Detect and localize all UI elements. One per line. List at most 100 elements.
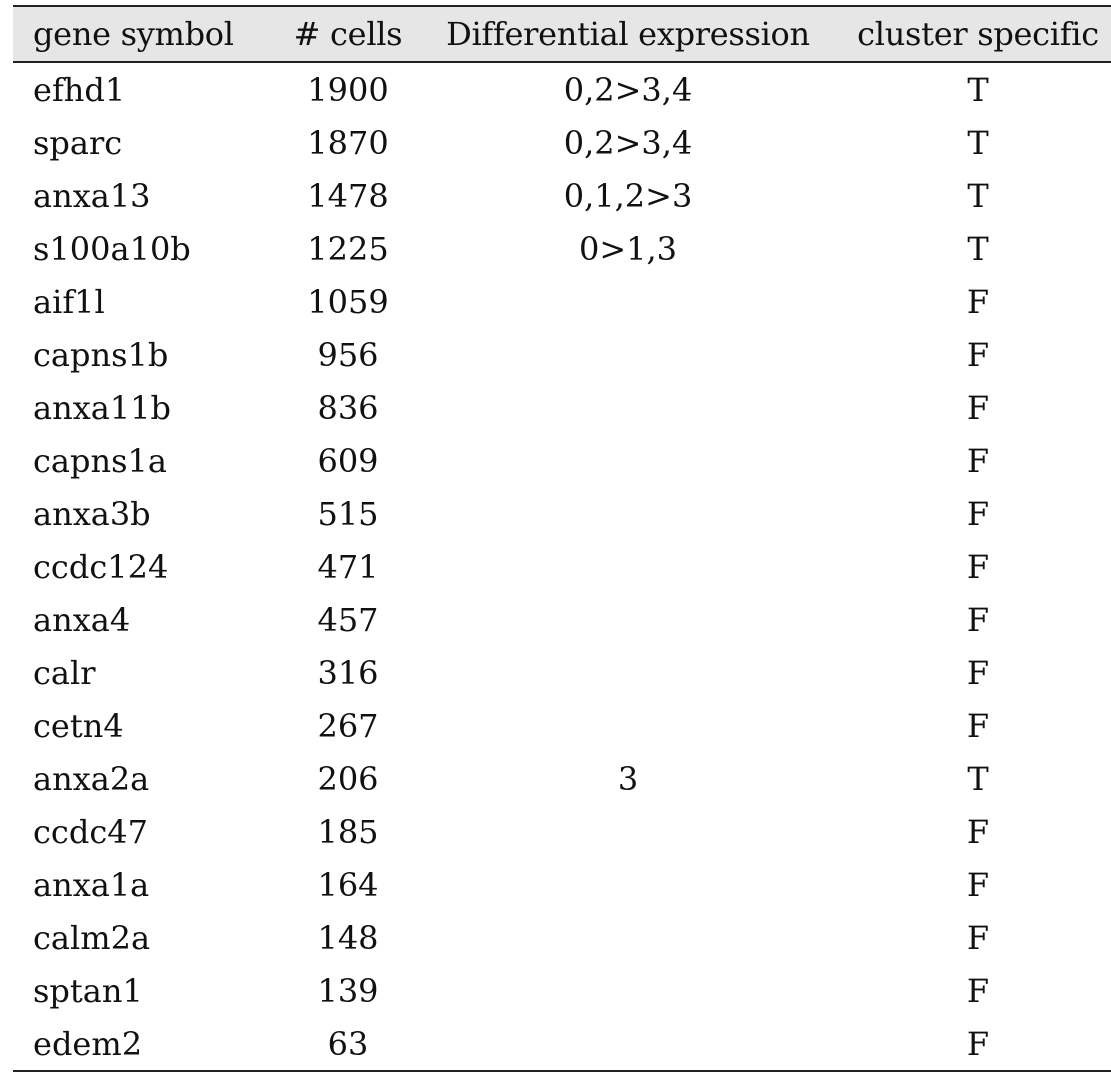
- table-row: anxa3b 515 F: [13, 487, 1111, 540]
- cell-differential-expression: 0>1,3: [578, 229, 678, 268]
- cell-cell-count: 206: [317, 759, 379, 798]
- cell-differential-expression: [418, 540, 838, 593]
- cell-gene-symbol: anxa13: [33, 176, 151, 215]
- cell-cluster-specific: T: [967, 70, 989, 109]
- cell-gene-symbol: sparc: [33, 123, 123, 162]
- cell-cell-count: 1870: [307, 123, 389, 162]
- table-row: anxa13 1478 0,1,2>3 T: [13, 169, 1111, 222]
- cell-gene-symbol: edem2: [13, 1017, 278, 1072]
- cell-differential-expression: [418, 275, 838, 328]
- cell-cluster-specific: F: [966, 653, 990, 692]
- cell-cluster-specific: F: [966, 865, 990, 904]
- cell-cell-count: 515: [317, 494, 379, 533]
- cell-differential-expression: [418, 328, 838, 381]
- cell-gene-symbol: anxa11b: [33, 388, 172, 427]
- cell-differential-expression: [418, 699, 838, 752]
- cell-cluster-specific: T: [967, 123, 989, 162]
- cell-differential-expression: 0,1,2>3: [563, 176, 693, 215]
- table-row: calm2a 148 F: [13, 911, 1111, 964]
- cell-gene-symbol: anxa4: [33, 600, 131, 639]
- cell-cell-count: 185: [317, 812, 379, 851]
- gene-table-container: gene symbol # cells Differential express…: [13, 5, 1111, 1072]
- cell-differential-expression: [418, 487, 838, 540]
- cell-cluster-specific: F: [966, 335, 990, 374]
- cell-cluster-specific: T: [967, 229, 989, 268]
- cell-differential-expression: 3: [617, 759, 639, 798]
- cell-cluster-specific: F: [966, 494, 990, 533]
- cell-differential-expression: [418, 381, 838, 434]
- cell-cluster-specific: F: [966, 547, 990, 586]
- cell-cell-count: 164: [317, 865, 379, 904]
- cell-gene-symbol: calm2a: [33, 918, 151, 957]
- table-row: efhd1 1900 0,2>3,4 T: [13, 62, 1111, 116]
- table-row: ccdc47 185 F: [13, 805, 1111, 858]
- cell-cell-count: 148: [317, 918, 379, 957]
- cell-gene-symbol: anxa3b: [33, 494, 151, 533]
- cell-differential-expression: [418, 911, 838, 964]
- table-row: anxa11b 836 F: [13, 381, 1111, 434]
- cell-cluster-specific: F: [966, 918, 990, 957]
- cell-gene-symbol: calr: [33, 653, 96, 692]
- cell-gene-symbol: capns1a: [33, 441, 167, 480]
- cell-gene-symbol: ccdc47: [33, 812, 148, 851]
- table-row: calr 316 F: [13, 646, 1111, 699]
- cell-gene-symbol: anxa2a: [33, 759, 150, 798]
- cell-cell-count: 63: [278, 1017, 418, 1072]
- cell-cluster-specific: F: [966, 706, 990, 745]
- cell-differential-expression: 0,2>3,4: [563, 123, 693, 162]
- table-header: gene symbol # cells Differential express…: [13, 5, 1111, 63]
- cell-gene-symbol: aif1l: [33, 282, 105, 321]
- cell-cluster-specific: F: [838, 1017, 1111, 1072]
- cell-gene-symbol: ccdc124: [33, 547, 169, 586]
- cell-cell-count: 1900: [307, 70, 389, 109]
- cell-cell-count: 1059: [307, 282, 389, 321]
- cell-cluster-specific: T: [967, 176, 989, 215]
- cell-cluster-specific: F: [966, 282, 990, 321]
- cell-differential-expression: [418, 646, 838, 699]
- table-row: edem2 63 F: [13, 1017, 1111, 1072]
- cell-cell-count: 609: [317, 441, 379, 480]
- cell-differential-expression: [418, 1017, 838, 1072]
- table-row: ccdc124 471 F: [13, 540, 1111, 593]
- cell-cluster-specific: F: [966, 971, 990, 1010]
- cell-gene-symbol: anxa1a: [33, 865, 150, 904]
- header-gene-symbol: gene symbol: [13, 5, 278, 63]
- table-row: capns1b 956 F: [13, 328, 1111, 381]
- cell-cluster-specific: F: [966, 441, 990, 480]
- cell-cluster-specific: F: [966, 600, 990, 639]
- cell-differential-expression: 0,2>3,4: [563, 70, 693, 109]
- gene-table: gene symbol # cells Differential express…: [13, 5, 1111, 1072]
- cell-cell-count: 1478: [307, 176, 389, 215]
- cell-cell-count: 267: [317, 706, 379, 745]
- table-row: aif1l 1059 F: [13, 275, 1111, 328]
- table-row: anxa2a 206 3 T: [13, 752, 1111, 805]
- cell-gene-symbol: capns1b: [33, 335, 169, 374]
- header-row: gene symbol # cells Differential express…: [13, 5, 1111, 63]
- header-cluster-specific: cluster specific: [838, 5, 1111, 63]
- cell-gene-symbol: sptan1: [33, 971, 143, 1010]
- table-row: sptan1 139 F: [13, 964, 1111, 1017]
- cell-differential-expression: [418, 805, 838, 858]
- table-row: anxa1a 164 F: [13, 858, 1111, 911]
- cell-cell-count: 471: [317, 547, 379, 586]
- cell-differential-expression: [418, 434, 838, 487]
- cell-cell-count: 836: [317, 388, 379, 427]
- table-row: cetn4 267 F: [13, 699, 1111, 752]
- cell-differential-expression: [418, 964, 838, 1017]
- cell-gene-symbol: efhd1: [33, 70, 126, 109]
- cell-differential-expression: [418, 858, 838, 911]
- cell-cell-count: 956: [317, 335, 379, 374]
- header-cell-count: # cells: [278, 5, 418, 63]
- cell-cell-count: 316: [317, 653, 379, 692]
- cell-cell-count: 1225: [307, 229, 389, 268]
- cell-differential-expression: [418, 593, 838, 646]
- cell-gene-symbol: cetn4: [33, 706, 124, 745]
- table-row: capns1a 609 F: [13, 434, 1111, 487]
- cell-cluster-specific: T: [967, 759, 989, 798]
- cell-gene-symbol: s100a10b: [33, 229, 191, 268]
- table-row: s100a10b 1225 0>1,3 T: [13, 222, 1111, 275]
- table-row: anxa4 457 F: [13, 593, 1111, 646]
- cell-cell-count: 457: [317, 600, 379, 639]
- header-differential-expression: Differential expression: [418, 5, 838, 63]
